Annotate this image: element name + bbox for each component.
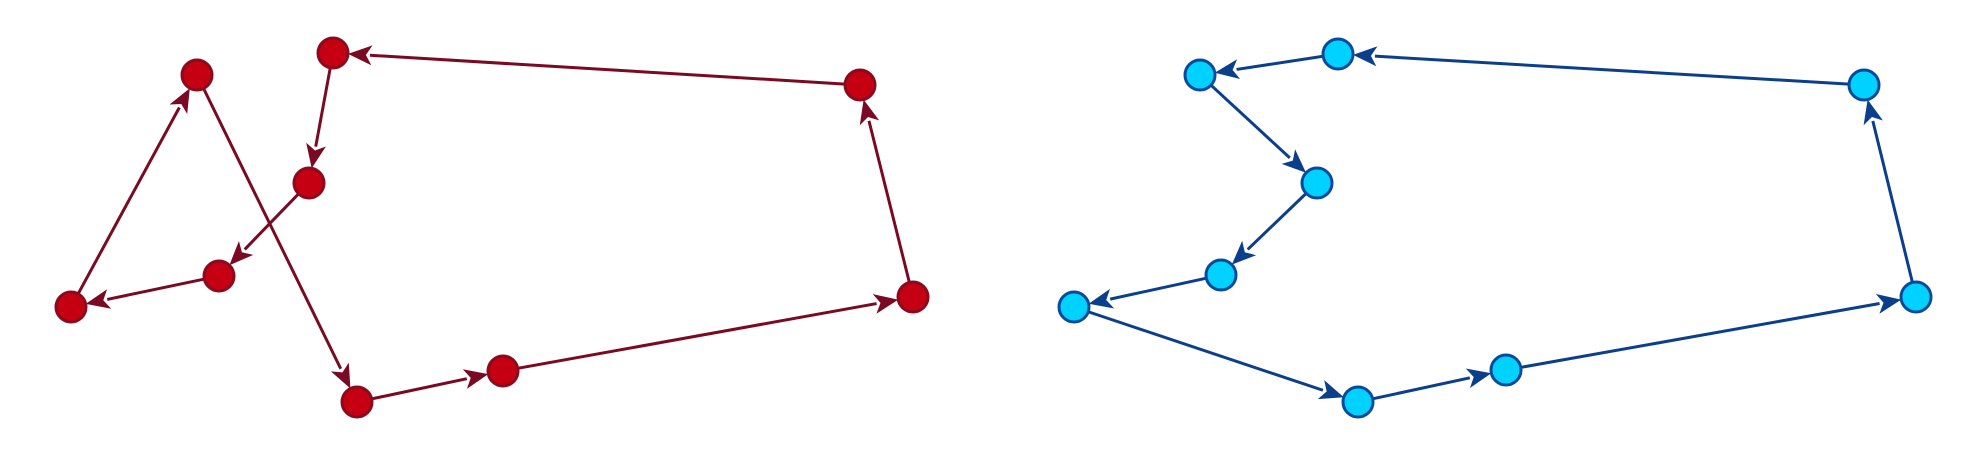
node-n3	[292, 166, 326, 200]
edge-n8-to-n10	[517, 302, 877, 370]
node-n5	[202, 259, 236, 293]
arrowhead-n1-to-n7	[330, 362, 351, 389]
arrowhead-m8-to-m10	[1875, 294, 1902, 314]
edge-n4-to-n1	[76, 106, 181, 295]
node-n1	[180, 58, 214, 92]
node-n10	[896, 280, 930, 314]
edge-n5-to-n4	[106, 277, 205, 301]
arrowhead-m2-to-m1	[1214, 59, 1241, 79]
edge-m8-to-m10	[1520, 302, 1880, 369]
arrowhead-n8-to-n10	[872, 294, 899, 314]
edge-m9-to-m2	[1374, 54, 1850, 86]
edge-m4-to-m7	[1087, 310, 1324, 392]
node-n8	[486, 354, 520, 388]
edge-m6-to-m5	[1246, 192, 1308, 251]
node-m9	[1847, 68, 1881, 102]
edge-m1-to-m6	[1210, 84, 1291, 160]
edge-m7-to-m8	[1372, 376, 1471, 401]
node-n2	[316, 36, 350, 70]
edge-n6-to-n5	[243, 192, 300, 251]
arrowhead-m4-to-m7	[1317, 380, 1344, 400]
node-m3	[1300, 166, 1334, 200]
arrowhead-n6-to-n5	[229, 241, 254, 266]
edge-m5-to-m4	[1109, 276, 1207, 301]
arrowhead-m9-to-m2	[1353, 46, 1378, 67]
left-directed-graph	[54, 36, 930, 419]
arrowhead-m1-to-m6	[1281, 149, 1306, 173]
node-n7	[340, 385, 374, 419]
arrowhead-n5-to-n4	[85, 289, 112, 309]
arrowhead-m7-to-m8	[1465, 368, 1492, 388]
edge-n7-to-n8	[371, 377, 468, 401]
node-m4	[1057, 290, 1091, 324]
node-m2	[1321, 37, 1355, 71]
node-m5	[1204, 258, 1238, 292]
arrowhead-n2-to-n6	[306, 142, 326, 169]
node-m7	[1341, 385, 1375, 419]
arrowhead-n7-to-n8	[462, 369, 489, 389]
node-m10	[1899, 280, 1933, 314]
arrowhead-m6-to-m5	[1231, 240, 1257, 265]
edge-n9-to-n2	[369, 53, 846, 86]
arrowhead-n4-to-n1	[169, 88, 190, 114]
edge-m2-to-m1	[1236, 54, 1324, 71]
arrowhead-n9-to-n2	[348, 45, 373, 66]
node-m8	[1489, 353, 1523, 387]
node-m1	[1183, 58, 1217, 92]
node-n4	[54, 290, 88, 324]
edge-n2-to-n6	[314, 67, 332, 147]
arrowhead-n10-to-n9	[859, 99, 880, 126]
arrowhead-m10-to-m9	[1863, 99, 1883, 126]
edge-m10-to-m9	[1871, 120, 1914, 283]
node-n9	[843, 68, 877, 102]
edge-n10-to-n9	[867, 120, 911, 283]
right-directed-graph	[1057, 37, 1933, 419]
arrowhead-m5-to-m4	[1088, 288, 1115, 309]
edge-n1-to-n7	[202, 87, 343, 370]
